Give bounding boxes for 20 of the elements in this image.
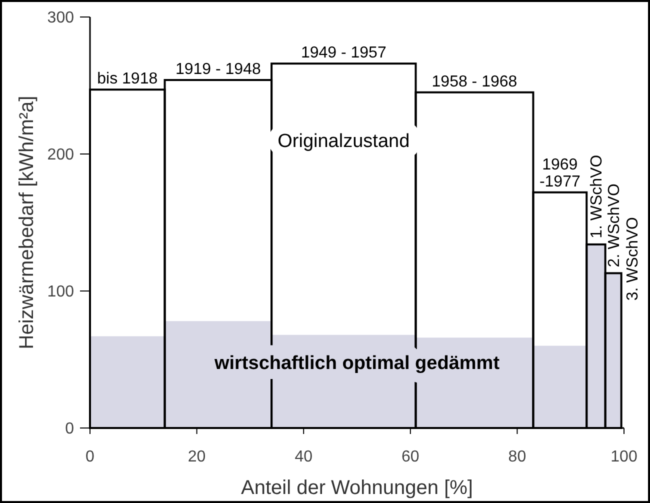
category-label: 1949 - 1957	[300, 44, 386, 62]
category-label: 1. WSchVO	[588, 154, 606, 238]
x-tick-label: 20	[188, 448, 206, 466]
category-label: 1919 - 1948	[175, 61, 261, 78]
y-tick-label: 200	[47, 146, 74, 164]
category-label: 2. WSchVO	[606, 184, 623, 268]
x-axis-title: Anteil der Wohnungen [%]	[240, 477, 474, 499]
x-tick-label: 100	[610, 448, 638, 466]
annotation: 3. WSchVO	[624, 217, 642, 301]
y-tick-label: 300	[47, 10, 74, 27]
y-axis-title: Heizwärmebedarf [kWh/m²a]	[16, 96, 38, 350]
x-tick-label: 0	[86, 448, 95, 466]
category-label: 1969 -1977	[539, 156, 580, 190]
y-tick-label: 0	[65, 420, 74, 438]
category-label: 1958 - 1968	[432, 73, 518, 90]
category-label: bis 1918	[97, 70, 158, 88]
y-tick-label: 100	[47, 284, 74, 301]
x-tick-label: 80	[508, 448, 526, 466]
x-tick-label: 40	[294, 448, 313, 466]
x-tick-label: 60	[402, 448, 420, 466]
